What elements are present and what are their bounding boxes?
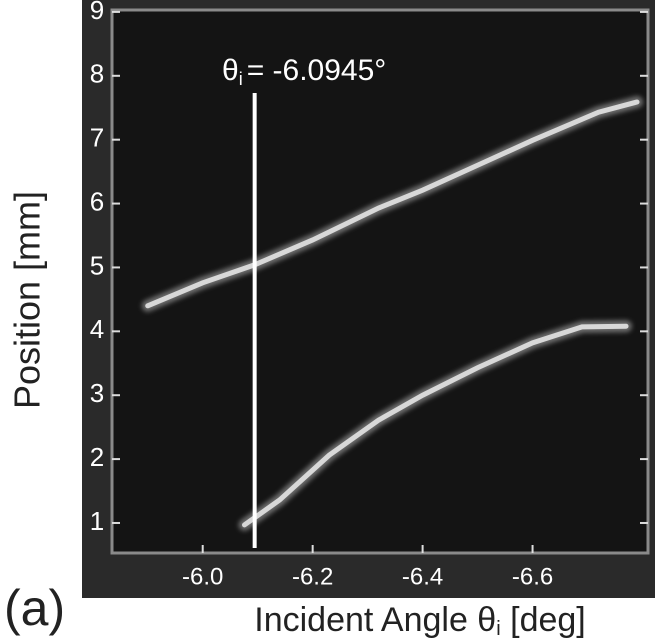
y-tick-label: 2 — [90, 442, 104, 472]
y-tick-label: 9 — [90, 0, 104, 25]
annotation-label: θi = -6.0945° — [222, 54, 386, 89]
annotation-sub: i — [239, 69, 243, 89]
y-tick-label: 3 — [90, 378, 104, 408]
x-axis-title-sub: i — [496, 618, 500, 640]
annotation-symbol: θ — [222, 54, 239, 87]
annotation-text: = -6.0945° — [247, 54, 387, 87]
y-tick-label: 7 — [90, 123, 104, 153]
y-tick-label: 1 — [90, 506, 104, 536]
y-tick-label: 5 — [90, 250, 104, 280]
x-axis-title-main: Incident Angle θ — [254, 601, 496, 639]
x-tick-label: -6.4 — [402, 563, 443, 590]
y-tick-label: 6 — [90, 186, 104, 216]
x-tick-label: -6.2 — [292, 563, 333, 590]
streak — [145, 99, 640, 309]
panel-label: (a) — [4, 580, 65, 636]
x-axis-title: Incident Angle θi [deg] — [254, 601, 586, 640]
y-tick-label: 8 — [90, 59, 104, 89]
y-tick-label: 4 — [90, 314, 104, 344]
x-tick-label: -6.6 — [512, 563, 553, 590]
plot-layer: 1 2 3 4 5 6 7 8 9 -6.0 -6.2 -6.4 -6.6 θi = -6.0945° — [90, 0, 648, 590]
y-axis-title: Position [mm] — [7, 191, 48, 409]
x-tick-label: -6.0 — [182, 563, 223, 590]
streak — [241, 323, 629, 528]
x-axis-title-unit: [deg] — [501, 601, 586, 639]
